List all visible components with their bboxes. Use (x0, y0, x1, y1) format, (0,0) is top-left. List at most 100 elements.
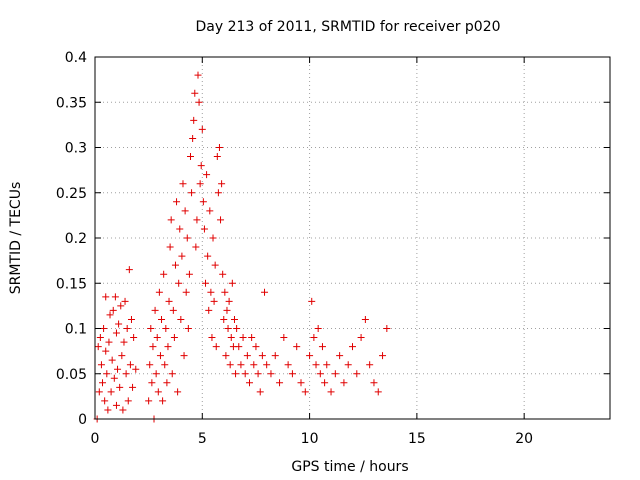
data-point (120, 338, 128, 346)
data-point (213, 153, 221, 161)
data-point (340, 379, 348, 387)
data-point (124, 397, 132, 405)
data-point (95, 388, 103, 396)
y-tick-label: 0.25 (56, 186, 87, 202)
data-point (160, 270, 168, 278)
data-point (197, 162, 205, 170)
data-point (119, 406, 127, 414)
data-point (237, 361, 245, 369)
data-point (108, 356, 116, 364)
data-point (220, 315, 228, 323)
data-point (280, 334, 288, 342)
data-point (205, 306, 213, 314)
data-point (344, 361, 352, 369)
data-point (308, 297, 316, 305)
data-point (383, 325, 391, 332)
data-point (114, 365, 122, 373)
data-point (203, 171, 211, 179)
data-point (193, 216, 201, 224)
data-point (370, 379, 378, 387)
data-point (207, 288, 215, 296)
data-point (204, 252, 212, 260)
data-point (208, 334, 216, 342)
data-point (221, 288, 229, 296)
y-tick-label: 0.1 (65, 322, 87, 338)
data-point (219, 270, 227, 278)
data-point (153, 334, 161, 342)
data-point (146, 361, 154, 369)
data-point (109, 306, 117, 314)
data-point (276, 379, 284, 387)
x-tick-label: 5 (198, 431, 207, 447)
y-axis-ticks: 0 0.05 0.1 0.15 0.2 0.25 0.3 0.35 0.4 (56, 50, 610, 428)
y-tick-label: 0.2 (65, 231, 87, 247)
data-point (96, 334, 104, 342)
x-axis-label: GPS time / hours (291, 459, 408, 475)
data-point (357, 334, 365, 342)
data-point (218, 180, 226, 188)
data-point (243, 352, 251, 360)
data-point (163, 379, 171, 387)
data-point (261, 288, 269, 296)
data-point (215, 144, 223, 151)
data-point (225, 297, 233, 305)
data-point (154, 388, 162, 396)
data-point (198, 125, 206, 133)
grid-lines (95, 57, 610, 419)
data-point (374, 388, 382, 396)
data-point (214, 189, 222, 197)
data-point (233, 325, 241, 332)
data-point (112, 401, 120, 409)
data-point (115, 320, 123, 328)
data-point (185, 270, 193, 278)
data-point (104, 406, 112, 414)
data-point (222, 352, 230, 360)
data-point (250, 361, 258, 369)
data-point (306, 352, 314, 360)
data-point (97, 361, 105, 369)
data-point (155, 288, 163, 296)
x-tick-label: 10 (301, 431, 319, 447)
data-point (129, 383, 137, 391)
data-point (209, 234, 217, 242)
data-point (175, 279, 183, 287)
data-point (235, 343, 243, 351)
data-point (258, 352, 266, 360)
y-tick-label: 0 (78, 412, 87, 428)
data-point (314, 325, 322, 332)
y-tick-label: 0.05 (56, 367, 87, 383)
data-point (145, 397, 153, 405)
data-point (271, 352, 279, 360)
data-point (212, 343, 220, 351)
data-point (227, 334, 235, 342)
data-point (181, 207, 189, 215)
data-point (151, 306, 159, 314)
data-point (183, 234, 191, 242)
y-tick-label: 0.4 (65, 50, 87, 66)
data-point (318, 343, 326, 351)
data-point (267, 370, 275, 378)
data-point (147, 325, 155, 332)
data-point (230, 315, 238, 323)
data-point (94, 343, 102, 351)
data-point (162, 325, 170, 332)
data-point (176, 225, 184, 233)
data-point (158, 315, 166, 323)
data-point (148, 379, 156, 387)
data-point (288, 370, 296, 378)
data-point (217, 216, 225, 224)
data-point (297, 379, 305, 387)
data-point (125, 266, 133, 274)
x-tick-label: 0 (91, 431, 100, 447)
data-point (246, 379, 253, 387)
data-point (301, 388, 309, 396)
data-point (196, 180, 204, 188)
data-point (99, 379, 107, 387)
data-point (165, 297, 173, 305)
data-point (316, 370, 324, 378)
data-point (361, 315, 369, 323)
data-point (130, 334, 138, 342)
data-point (232, 370, 240, 378)
